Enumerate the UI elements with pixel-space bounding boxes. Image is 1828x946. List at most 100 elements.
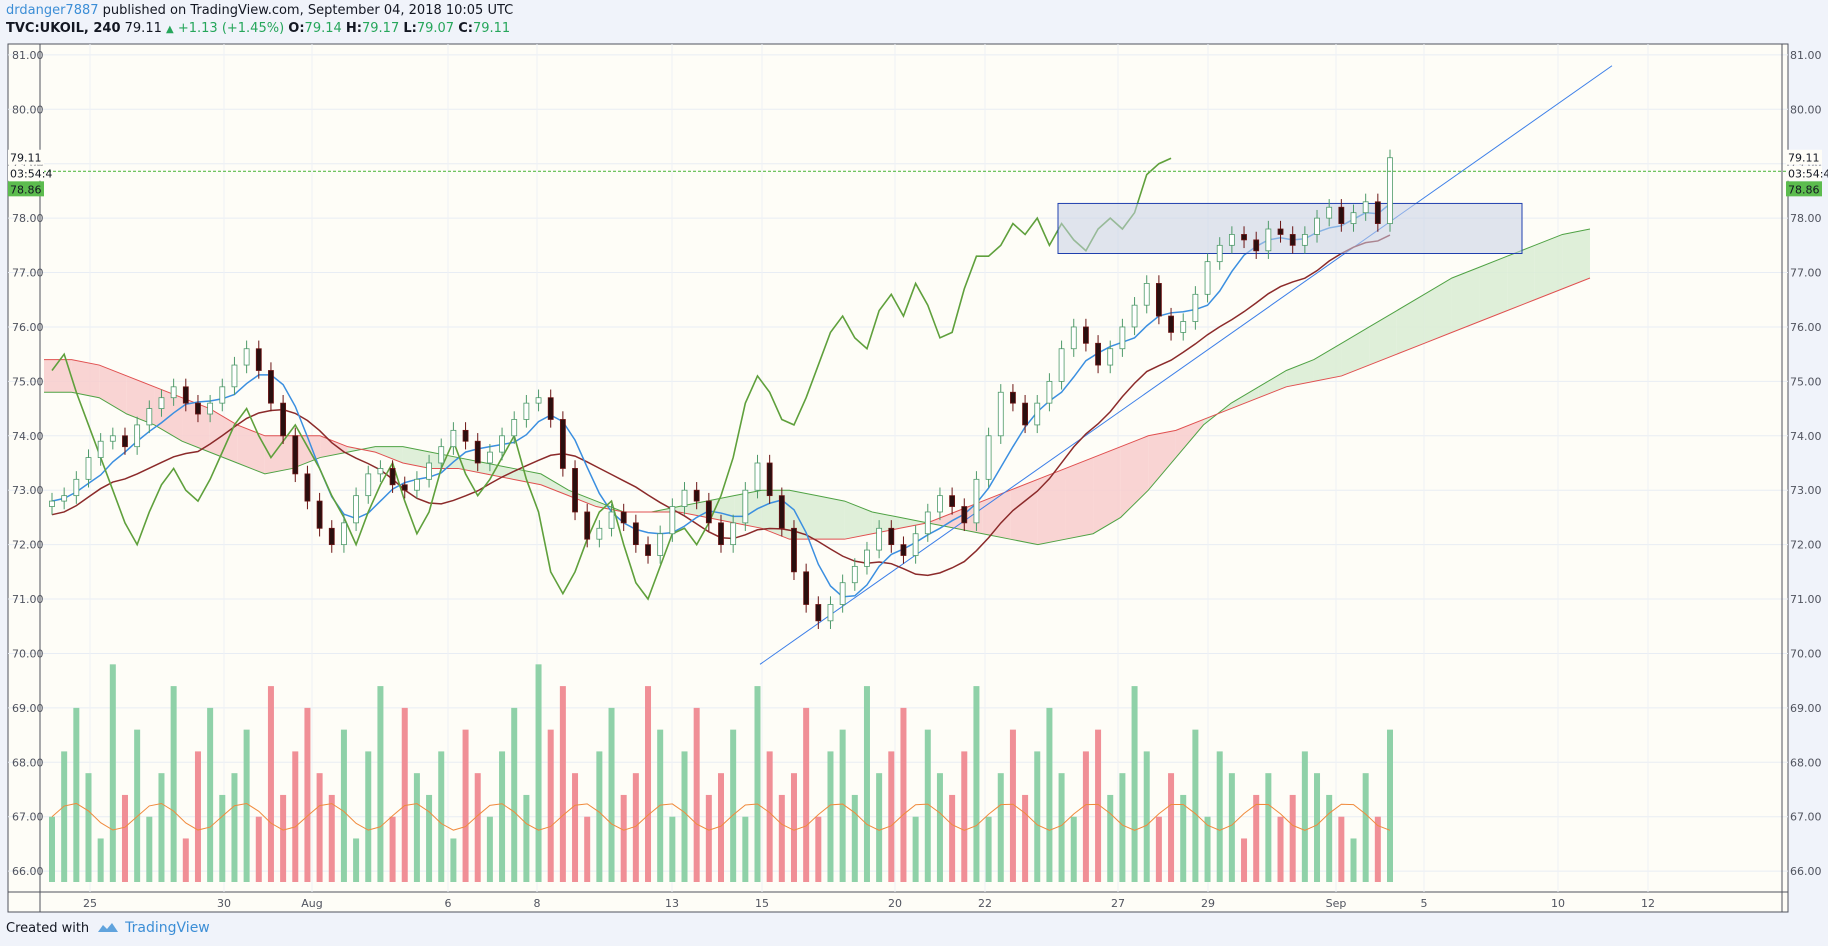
symbol-label[interactable]: TVC:UKOIL, 240 <box>6 21 121 36</box>
author-link[interactable]: drdanger7887 <box>6 3 99 18</box>
candle-body <box>1314 217 1320 235</box>
tenkan-conversion-line <box>51 203 1391 598</box>
candle-body <box>839 582 846 605</box>
tradingview-brand[interactable]: TradingView <box>125 920 210 936</box>
volume-bar <box>1155 816 1162 882</box>
countdown-label-right-text: 03:54:4 <box>1788 168 1828 181</box>
countdown-label-left-bg <box>8 165 44 181</box>
candle-body <box>608 511 615 529</box>
candle-body <box>341 522 347 546</box>
candle-body <box>1058 348 1065 382</box>
marked-price-label-right-bg <box>1786 181 1822 197</box>
volume-bar <box>1338 816 1345 882</box>
x-tick-label: 10 <box>1551 897 1565 910</box>
x-tick-label: 25 <box>83 897 97 910</box>
candle-body <box>414 478 420 491</box>
candle-body <box>657 533 664 556</box>
low-label: L: <box>403 21 417 36</box>
candle-body <box>949 495 956 507</box>
ichimoku-cloud-segment <box>402 446 431 469</box>
x-tick-label: Sep <box>1326 897 1347 910</box>
volume-bar <box>863 686 870 882</box>
volume-bar <box>1362 773 1369 882</box>
y-tick-label-right: 72.00 <box>1790 539 1822 552</box>
volume-bar <box>499 751 506 882</box>
y-tick-label-right: 66.00 <box>1790 865 1822 878</box>
volume-bar <box>1119 773 1126 882</box>
candle-body <box>231 364 238 388</box>
y-tick-label-left: 70.00 <box>12 647 44 660</box>
created-with-text: Created with <box>6 920 90 936</box>
y-tick-label-left: 67.00 <box>12 811 44 824</box>
candle-body <box>864 549 870 567</box>
volume-bar <box>949 794 956 882</box>
candle-body <box>134 424 141 448</box>
candle-body <box>1022 402 1028 426</box>
volume-bar <box>255 816 262 882</box>
candle-body <box>146 408 153 426</box>
volume-bar <box>936 773 943 882</box>
candle-body <box>1350 212 1357 224</box>
x-tick-label: 29 <box>1201 897 1215 910</box>
volume-bar <box>450 838 457 882</box>
trendline <box>759 65 1613 665</box>
volume-bar <box>511 707 518 882</box>
volume-bar <box>973 686 980 882</box>
volume-bar <box>1228 773 1235 882</box>
ichimoku-cloud-segment <box>1479 256 1508 322</box>
volume-bar <box>353 838 360 882</box>
ticker-line: TVC:UKOIL, 240 79.11 ▲ +1.13 (+1.45%) O:… <box>6 21 510 36</box>
candle-body <box>462 429 469 442</box>
candle-body <box>280 402 287 437</box>
candle-body <box>1362 201 1369 214</box>
volume-bar <box>316 773 323 882</box>
chikou-lagging-span <box>51 157 1172 601</box>
ichimoku-cloud-segment <box>706 495 735 523</box>
candle-body <box>243 348 250 366</box>
y-tick-label-left: 71.00 <box>12 593 44 606</box>
candle-body <box>742 489 749 524</box>
ichimoku-cloud-segment <box>1451 267 1480 333</box>
countdown-label-right: 03:54:4 <box>1786 165 1828 181</box>
ichimoku-cloud-segment <box>1231 386 1259 409</box>
senkou-span-a-line <box>44 228 1591 546</box>
open-label: O: <box>288 21 305 36</box>
high-label: H: <box>345 21 362 36</box>
y-tick-label-right: 77.00 <box>1790 267 1822 280</box>
y-tick-label-left: 74.00 <box>12 430 44 443</box>
ichimoku-cloud-segment <box>264 435 293 474</box>
y-tick-label-left: 72.00 <box>12 539 44 552</box>
candle-body <box>268 370 274 404</box>
candle-body <box>718 522 724 546</box>
volume-bar <box>1034 751 1041 882</box>
last-price-label-left: 79.11 <box>8 149 44 165</box>
volume-bar <box>705 794 712 882</box>
candle-body <box>1010 391 1016 404</box>
candle-body <box>49 500 55 507</box>
volume-bar <box>645 686 652 882</box>
volume-bar <box>827 751 834 882</box>
y-tick-label-left: 81.00 <box>12 49 44 62</box>
y-tick-label-right: 69.00 <box>1790 702 1822 715</box>
volume-bar <box>401 707 408 882</box>
candle-body <box>669 506 676 535</box>
candle-body <box>450 429 457 448</box>
candle-body <box>1107 348 1114 366</box>
y-tick-label-left: 80.00 <box>12 103 44 116</box>
volume-bar <box>474 773 481 882</box>
ichimoku-cloud-segment <box>1534 234 1563 300</box>
volume-bar <box>49 816 55 882</box>
last-price-label-left-bg <box>8 149 44 165</box>
candle-body <box>1180 321 1187 333</box>
ichimoku-cloud-segment <box>1424 277 1452 344</box>
marked-price-label-left-bg <box>8 181 44 197</box>
volume-bar <box>985 816 992 882</box>
volume-bar <box>146 816 153 882</box>
ichimoku-cloud-segment <box>1396 294 1425 355</box>
high-value: 79.17 <box>362 21 400 36</box>
candle-body <box>596 527 603 540</box>
volume-bar <box>328 794 335 882</box>
y-tick-label-right: 75.00 <box>1790 375 1822 388</box>
candle-body <box>195 402 201 415</box>
